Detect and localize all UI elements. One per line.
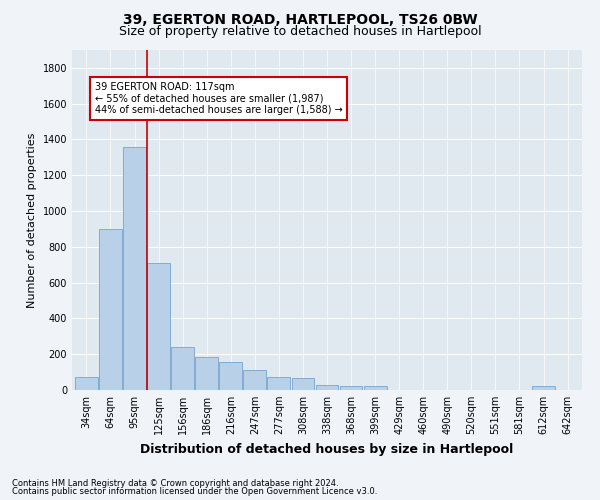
Bar	[195, 357, 218, 390]
Bar	[123, 146, 146, 390]
Bar	[532, 386, 555, 390]
Bar	[268, 376, 290, 390]
Bar	[340, 386, 362, 390]
Text: Size of property relative to detached houses in Hartlepool: Size of property relative to detached ho…	[119, 25, 481, 38]
Bar	[292, 378, 314, 390]
Bar	[171, 347, 194, 390]
Text: Contains HM Land Registry data © Crown copyright and database right 2024.: Contains HM Land Registry data © Crown c…	[12, 478, 338, 488]
Y-axis label: Number of detached properties: Number of detached properties	[27, 132, 37, 308]
X-axis label: Distribution of detached houses by size in Hartlepool: Distribution of detached houses by size …	[140, 442, 514, 456]
Text: 39 EGERTON ROAD: 117sqm
← 55% of detached houses are smaller (1,987)
44% of semi: 39 EGERTON ROAD: 117sqm ← 55% of detache…	[95, 82, 343, 116]
Bar	[316, 384, 338, 390]
Bar	[244, 370, 266, 390]
Text: Contains public sector information licensed under the Open Government Licence v3: Contains public sector information licen…	[12, 487, 377, 496]
Bar	[364, 386, 386, 390]
Bar	[99, 229, 122, 390]
Bar	[75, 376, 98, 390]
Text: 39, EGERTON ROAD, HARTLEPOOL, TS26 0BW: 39, EGERTON ROAD, HARTLEPOOL, TS26 0BW	[122, 12, 478, 26]
Bar	[220, 362, 242, 390]
Bar	[147, 263, 170, 390]
